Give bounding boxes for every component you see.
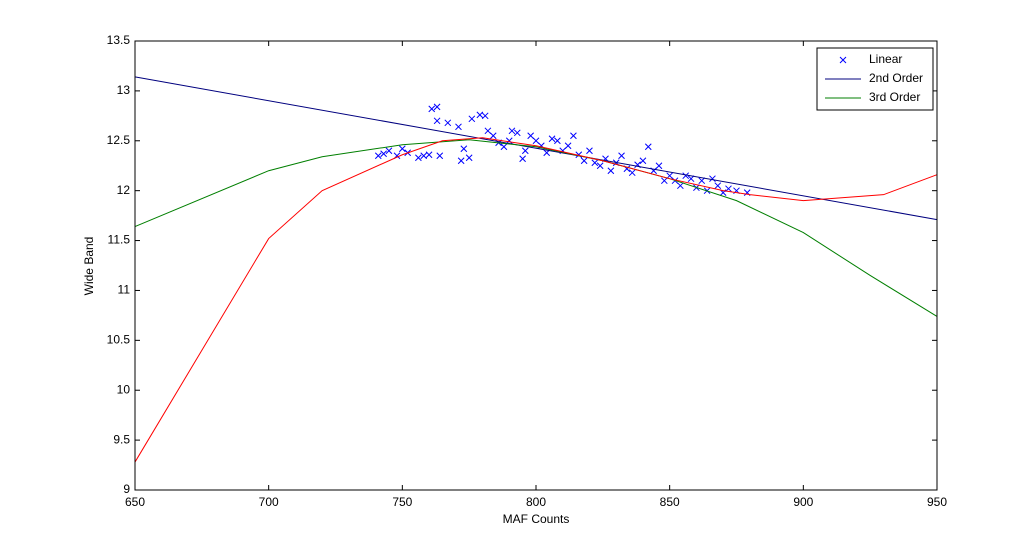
marker — [433, 117, 441, 125]
marker — [596, 162, 604, 170]
x-tick-label: 650 — [125, 495, 145, 509]
marker — [500, 143, 508, 151]
marker — [580, 157, 588, 165]
marker — [591, 159, 599, 167]
y-tick-label: 13.5 — [107, 33, 131, 47]
legend-label: 3rd Order — [869, 90, 920, 104]
marker — [489, 132, 497, 140]
y-axis-label: Wide Band — [82, 237, 96, 296]
marker — [655, 162, 663, 170]
marker — [465, 154, 473, 162]
marker — [455, 123, 462, 131]
marker — [460, 145, 468, 153]
marker — [457, 157, 465, 165]
plot-area — [135, 41, 937, 490]
marker — [519, 155, 526, 163]
x-tick-label: 750 — [392, 495, 412, 509]
marker — [398, 145, 406, 153]
x-tick-label: 700 — [259, 495, 279, 509]
marker — [374, 152, 382, 160]
marker — [513, 129, 521, 137]
marker — [521, 147, 529, 155]
marker — [385, 147, 393, 155]
x-tick-label: 850 — [660, 495, 680, 509]
marker — [380, 150, 387, 158]
y-tick-label: 9.5 — [113, 432, 130, 446]
marker — [639, 157, 647, 165]
marker — [476, 111, 484, 119]
marker — [527, 132, 535, 140]
marker — [607, 167, 615, 175]
x-tick-label: 800 — [526, 495, 546, 509]
marker — [682, 172, 690, 180]
x-tick-label: 950 — [927, 495, 947, 509]
marker — [554, 137, 561, 145]
plot-frame — [134, 40, 938, 491]
y-tick-label: 9 — [123, 482, 130, 496]
marker — [586, 147, 593, 155]
marker — [420, 152, 428, 160]
y-tick-label: 11 — [118, 283, 131, 297]
series-line — [134, 137, 938, 463]
marker — [714, 182, 722, 190]
marker — [709, 175, 716, 183]
marker — [698, 177, 706, 185]
marker — [618, 152, 625, 160]
y-tick-label: 12.5 — [107, 133, 131, 147]
x-axis-label: MAF Counts — [503, 512, 570, 526]
y-tick-label: 10 — [117, 382, 131, 396]
marker — [425, 151, 433, 159]
marker — [532, 137, 540, 145]
marker — [433, 103, 441, 111]
marker — [839, 56, 847, 64]
marker — [644, 143, 652, 151]
y-tick-label: 12 — [117, 183, 131, 197]
marker — [575, 151, 583, 159]
legend-label: 2nd Order — [869, 71, 923, 85]
marker — [428, 105, 436, 113]
marker — [660, 177, 668, 185]
legend-label: Linear — [869, 52, 902, 66]
y-tick-label: 13 — [117, 83, 131, 97]
marker — [481, 112, 489, 120]
marker — [548, 135, 556, 143]
marker — [436, 152, 444, 160]
x-tick-label: 900 — [793, 495, 813, 509]
marker — [570, 132, 577, 140]
y-tick-label: 10.5 — [107, 333, 131, 347]
marker — [628, 169, 636, 177]
marker — [468, 115, 476, 123]
marker — [677, 182, 684, 190]
marker — [564, 142, 572, 150]
marker — [415, 154, 422, 162]
y-tick-label: 11.5 — [108, 233, 131, 247]
series-line — [134, 76, 938, 221]
marker — [484, 127, 492, 135]
marker — [444, 119, 452, 127]
legend: Linear 2nd Order 3rd Order — [816, 47, 934, 111]
marker — [508, 127, 516, 135]
